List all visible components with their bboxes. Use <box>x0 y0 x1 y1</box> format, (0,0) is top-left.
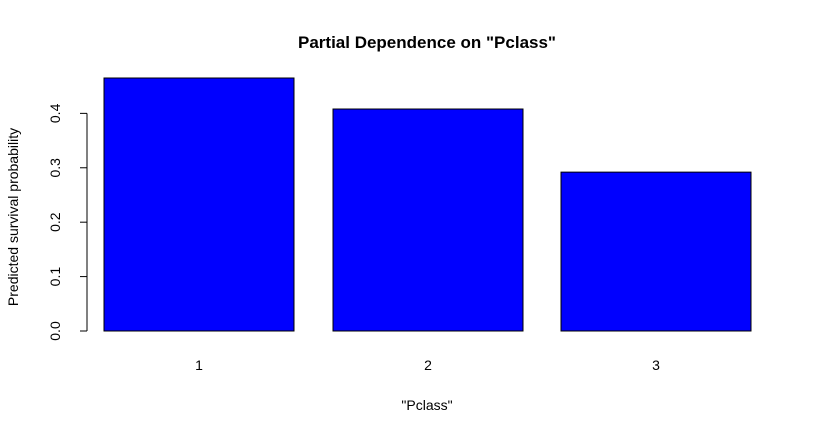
x-tick-label: 1 <box>195 357 203 373</box>
y-axis-label: Predicted survival probability <box>5 128 21 306</box>
y-tick-label: 0.4 <box>47 103 63 123</box>
y-tick-label: 0.3 <box>47 158 63 178</box>
x-tick-label: 2 <box>424 357 432 373</box>
x-tick-label: 3 <box>652 357 660 373</box>
x-tick-labels: 1 2 3 <box>195 357 660 373</box>
bar-3 <box>560 171 752 332</box>
chart-title: Partial Dependence on "Pclass" <box>298 33 556 52</box>
bar-2 <box>332 108 524 332</box>
y-axis: 0.0 0.1 0.2 0.3 0.4 <box>47 103 88 341</box>
bars <box>103 77 752 332</box>
bar-1 <box>103 77 295 332</box>
y-tick-label: 0.2 <box>47 212 63 232</box>
y-tick-label: 0.1 <box>47 267 63 287</box>
x-axis-label: "Pclass" <box>401 397 452 413</box>
y-tick-label: 0.0 <box>47 321 63 341</box>
